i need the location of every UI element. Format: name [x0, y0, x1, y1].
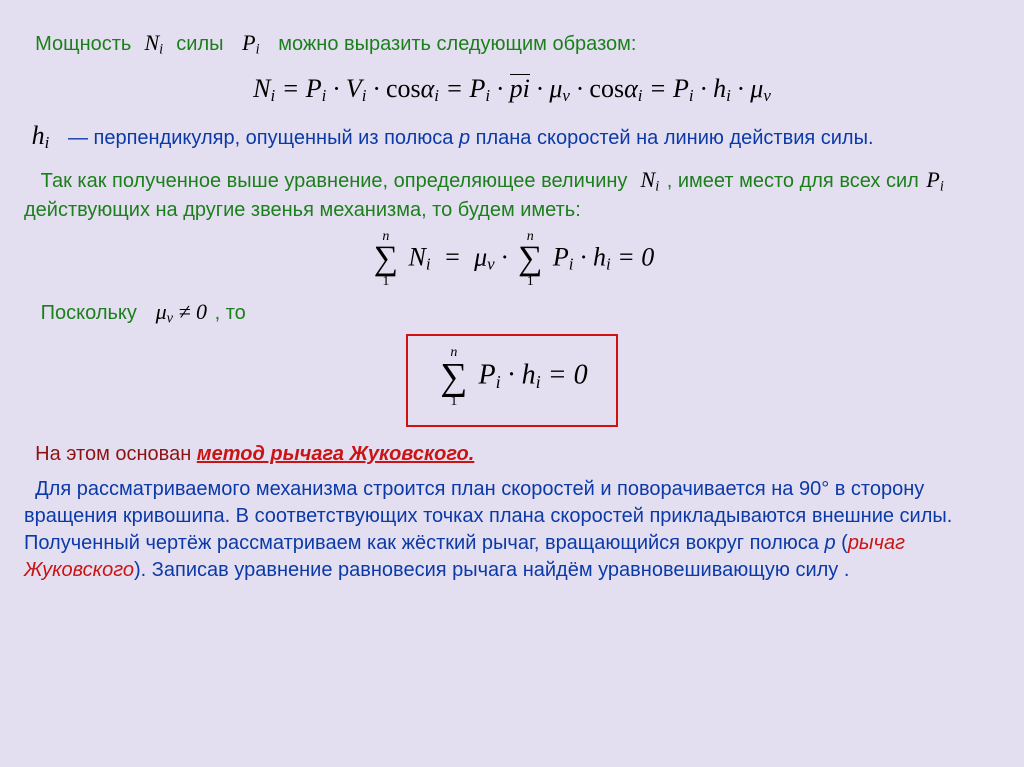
symbol-N: Ni: [639, 167, 662, 192]
text: действующих на другие звенья механизма, …: [24, 199, 581, 221]
text: (: [836, 532, 848, 554]
mu-neq-zero: μν ≠ 0: [154, 299, 209, 324]
text: На этом основан: [35, 443, 197, 465]
text: Так как полученное выше уравнение, опред…: [41, 170, 633, 192]
equation-1: Ni = Pi · Vi · cosαi = Pi · pi · μν · co…: [24, 74, 1000, 106]
sum-symbol: n ∑ 1: [518, 230, 542, 289]
since-line: Поскольку μν ≠ 0 , то: [24, 297, 1000, 329]
symbol-hi: hi: [30, 121, 52, 150]
symbol-N: Ni: [142, 30, 165, 55]
text: силы: [176, 33, 223, 55]
equation-2: n ∑ 1 Ni = μν · n ∑ 1 Pi · hi = 0: [24, 230, 1000, 289]
explanation-paragraph: Для рассматриваемого механизма строится …: [24, 476, 1000, 584]
letter-p: p: [459, 127, 470, 149]
text: плана скоростей на линию действия силы.: [470, 127, 873, 149]
sum-symbol: n ∑ 1: [440, 346, 467, 408]
intro-line: Мощность Ni силы Pi можно выразить следу…: [24, 28, 1000, 60]
letter-p: p: [824, 532, 835, 554]
sum-symbol: n ∑ 1: [374, 230, 398, 289]
text: Для рассматриваемого механизма строится …: [24, 478, 952, 554]
text: Поскольку: [41, 302, 143, 324]
symbol-P: Pi: [924, 167, 945, 192]
text: можно выразить следующим образом:: [278, 33, 636, 55]
text: , имеет место для всех сил: [667, 170, 925, 192]
hi-definition: hi — перпендикуляр, опущенный из полюса …: [24, 118, 1000, 155]
text: Мощность: [35, 33, 131, 55]
method-line: На этом основан метод рычага Жуковского.: [24, 441, 1000, 468]
boxed-equation: n ∑ 1 Pi · hi = 0: [406, 334, 617, 426]
slide-page: Мощность Ni силы Pi можно выразить следу…: [0, 0, 1024, 614]
method-name: метод рычага Жуковского.: [197, 443, 475, 465]
text: — перпендикуляр, опущенный из полюса: [68, 127, 459, 149]
derivation-text: Так как полученное выше уравнение, опред…: [24, 165, 1000, 224]
text: ). Записав уравнение равновесия рычага н…: [134, 559, 849, 581]
symbol-P: Pi: [240, 30, 261, 55]
text: , то: [215, 302, 246, 324]
boxed-equation-wrap: n ∑ 1 Pi · hi = 0: [24, 334, 1000, 426]
